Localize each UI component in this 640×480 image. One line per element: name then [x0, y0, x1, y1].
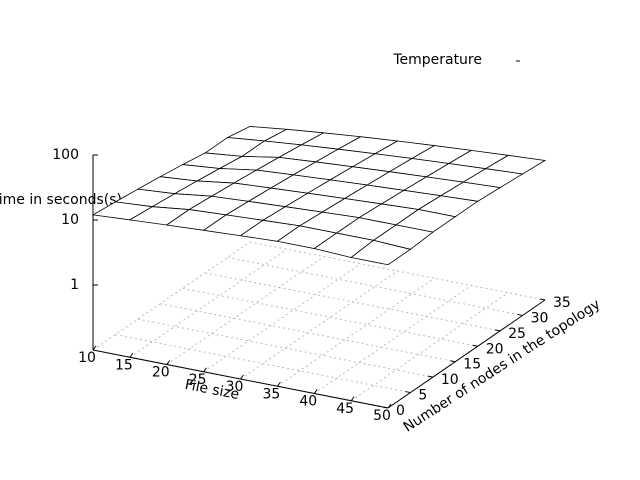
surface-cell	[350, 239, 412, 266]
grid-line	[137, 318, 433, 378]
y-tick	[472, 344, 478, 347]
grid-line	[313, 285, 472, 394]
grid-line	[350, 292, 509, 402]
x-tick	[350, 396, 355, 402]
y-tick-label: 0	[396, 403, 405, 419]
grid-line	[160, 303, 456, 363]
grid-line	[182, 287, 478, 347]
y-tick	[382, 406, 389, 409]
x-tick	[203, 367, 208, 373]
z-tick-label: 10	[61, 212, 79, 228]
grid-line	[115, 334, 411, 394]
x-tick-label: 40	[299, 394, 317, 410]
y-tick-label: 20	[486, 341, 504, 357]
x-tick	[129, 352, 134, 358]
x-tick	[313, 389, 318, 394]
grid-line	[227, 256, 523, 316]
x-tick-label: 50	[373, 408, 391, 424]
y-tick-label: 10	[441, 372, 459, 388]
legend-label: Temperature	[392, 52, 482, 68]
x-tick	[92, 345, 97, 351]
y-tick-label: 35	[553, 295, 571, 311]
y-tick	[495, 329, 501, 332]
y-tick	[517, 313, 523, 316]
y-tick-label: 30	[531, 310, 549, 326]
grid-line	[277, 277, 435, 387]
z-tick-label: 1	[70, 277, 79, 293]
y-tick	[450, 360, 456, 363]
grid-line	[203, 263, 361, 373]
y-tick-label: 25	[508, 326, 526, 342]
x-tick-label: 10	[78, 350, 96, 366]
y-tick	[405, 391, 411, 394]
y-tick-label: 5	[418, 388, 427, 404]
z-axis-title: Time in seconds(s)	[0, 192, 122, 208]
z-tick-label: 100	[52, 147, 79, 163]
x-tick	[387, 403, 392, 409]
x-tick-label: 20	[152, 365, 170, 381]
x-tick	[166, 360, 171, 365]
y-tick-label: 15	[463, 357, 481, 373]
y-tick	[539, 298, 546, 301]
y-tick	[427, 375, 433, 378]
grid-line	[205, 272, 501, 332]
grid-line	[129, 248, 288, 358]
grid-line	[92, 241, 251, 351]
x-tick-label: 25	[189, 372, 207, 388]
grid-line	[240, 270, 398, 380]
x-tick-label: 30	[226, 379, 244, 395]
x-tick-label: 35	[262, 386, 280, 402]
x-tick-label: 15	[115, 357, 133, 373]
grid-line	[249, 241, 546, 301]
x-tick	[276, 381, 281, 387]
grid-line	[166, 256, 325, 365]
x-tick	[240, 374, 244, 380]
x-tick-label: 45	[336, 401, 354, 417]
y-axis	[387, 299, 546, 409]
